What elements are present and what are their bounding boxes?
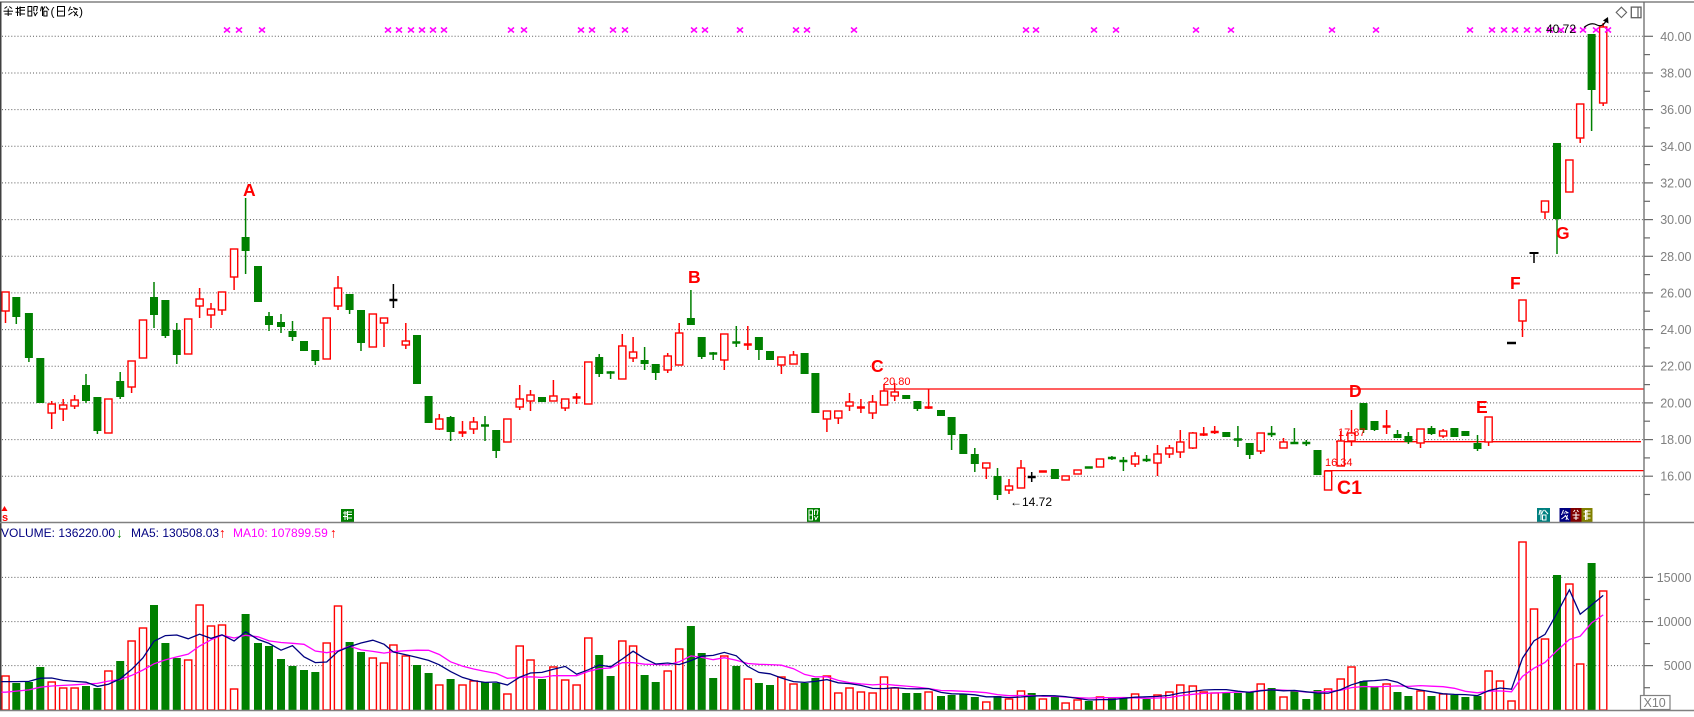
svg-text:32.00: 32.00 bbox=[1660, 176, 1691, 190]
svg-text:VOLUME: 136220.00: VOLUME: 136220.00 bbox=[1, 526, 115, 540]
svg-text:34.00: 34.00 bbox=[1660, 140, 1691, 154]
svg-text:X10: X10 bbox=[1644, 696, 1666, 710]
svg-text:F: F bbox=[1510, 273, 1521, 293]
svg-text:26.00: 26.00 bbox=[1660, 286, 1691, 300]
svg-text:40.00: 40.00 bbox=[1660, 30, 1691, 44]
svg-text:16.34: 16.34 bbox=[1325, 457, 1353, 469]
svg-text:(: ( bbox=[51, 5, 55, 19]
svg-text:E: E bbox=[1476, 397, 1488, 417]
svg-text:36.00: 36.00 bbox=[1660, 103, 1691, 117]
svg-text:24.00: 24.00 bbox=[1660, 323, 1691, 337]
svg-text:C: C bbox=[871, 356, 884, 376]
svg-text:38.00: 38.00 bbox=[1660, 67, 1691, 81]
svg-text:10000: 10000 bbox=[1657, 615, 1692, 629]
svg-text:A: A bbox=[243, 180, 256, 200]
svg-text:20.80: 20.80 bbox=[883, 376, 911, 388]
svg-text:): ) bbox=[79, 5, 83, 19]
svg-text:18.00: 18.00 bbox=[1660, 433, 1691, 447]
svg-text:s: s bbox=[2, 512, 8, 524]
svg-text:28.00: 28.00 bbox=[1660, 250, 1691, 264]
svg-text:15000: 15000 bbox=[1657, 571, 1692, 585]
svg-text:B: B bbox=[688, 267, 701, 287]
svg-text:C1: C1 bbox=[1337, 477, 1362, 499]
svg-text:30.00: 30.00 bbox=[1660, 213, 1691, 227]
svg-text:D: D bbox=[1349, 381, 1362, 401]
svg-text:20.00: 20.00 bbox=[1660, 396, 1691, 410]
svg-text:5000: 5000 bbox=[1664, 659, 1692, 673]
svg-text:16.00: 16.00 bbox=[1660, 470, 1691, 484]
svg-text:17.87: 17.87 bbox=[1338, 427, 1366, 439]
svg-text:↑: ↑ bbox=[219, 526, 226, 541]
svg-text:G: G bbox=[1556, 223, 1570, 243]
svg-text:←14.72: ←14.72 bbox=[1010, 495, 1052, 509]
svg-text:MA10: 107899.59: MA10: 107899.59 bbox=[233, 526, 328, 540]
svg-text:40.72: 40.72 bbox=[1546, 22, 1576, 36]
svg-text:↓: ↓ bbox=[116, 526, 123, 541]
svg-text:↑: ↑ bbox=[330, 526, 337, 541]
svg-text:MA5: 130508.03: MA5: 130508.03 bbox=[131, 526, 219, 540]
svg-text:22.00: 22.00 bbox=[1660, 360, 1691, 374]
